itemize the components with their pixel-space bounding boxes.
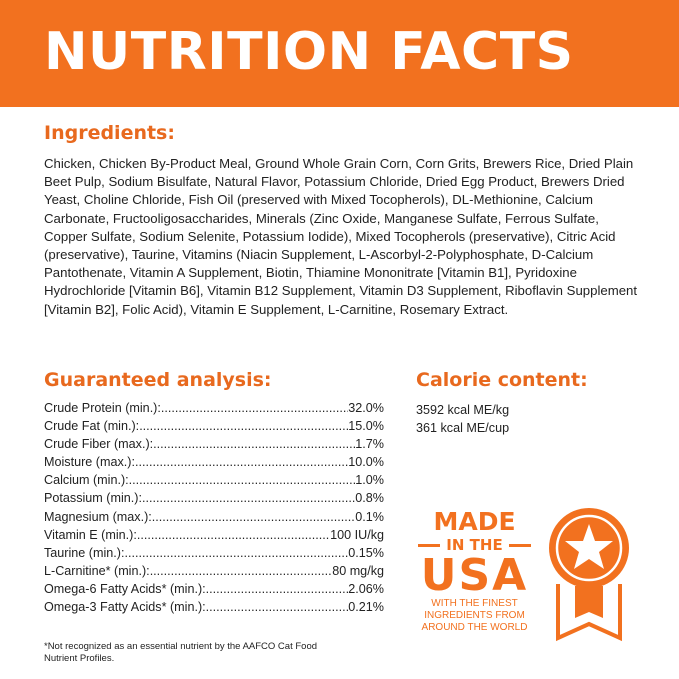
analysis-label: L-Carnitine* (min.):: [44, 563, 150, 578]
calorie-content: 3592 kcal ME/kg 361 kcal ME/cup: [416, 401, 509, 437]
star-medal-icon: [549, 508, 629, 642]
badge-usa: USA: [420, 550, 529, 601]
dot-leader: [152, 510, 356, 524]
analysis-value: 1.7%: [355, 437, 384, 452]
analysis-label: Crude Fiber (max.):: [44, 437, 154, 452]
analysis-label: Crude Fat (min.):: [44, 419, 140, 434]
analysis-value: 0.15%: [348, 545, 384, 560]
analysis-row: Potassium (min.): 0.8%: [44, 491, 384, 509]
analysis-row: Omega-3 Fatty Acids* (min.): 0.21%: [44, 600, 384, 618]
analysis-value: 1.0%: [355, 473, 384, 488]
dot-leader: [135, 455, 348, 469]
badge-in-the: IN THE: [412, 536, 537, 554]
dot-leader: [142, 491, 355, 505]
analysis-label: Magnesium (max.):: [44, 509, 152, 524]
dot-leader: [124, 546, 348, 560]
analysis-row: Moisture (max.): 10.0%: [44, 455, 384, 473]
analysis-row: L-Carnitine* (min.): 80 mg/kg: [44, 564, 384, 582]
analysis-row: Crude Protein (min.): 32.0%: [44, 401, 384, 419]
dot-leader: [139, 419, 348, 433]
analysis-label: Vitamin E (min.):: [44, 527, 137, 542]
badge-sub-3: AROUND THE WORLD: [421, 622, 528, 633]
analysis-row: Taurine (min.): 0.15%: [44, 546, 384, 564]
analysis-value: 100 IU/kg: [330, 527, 384, 542]
badge-sub-2: INGREDIENTS FROM: [424, 610, 525, 621]
page-title: NUTRITION FACTS: [44, 22, 574, 82]
analysis-value: 15.0%: [348, 419, 384, 434]
analysis-label: Potassium (min.):: [44, 491, 142, 506]
footnote: *Not recognized as an essential nutrient…: [44, 641, 318, 664]
analysis-value: 0.1%: [355, 509, 384, 524]
dot-leader: [206, 600, 349, 614]
dot-leader: [206, 582, 349, 596]
dot-leader: [129, 473, 356, 487]
analysis-row: Magnesium (max.): 0.1%: [44, 510, 384, 528]
analysis-value: 80 mg/kg: [332, 563, 384, 578]
analysis-value: 0.21%: [348, 600, 384, 615]
analysis-row: Vitamin E (min.): 100 IU/kg: [44, 528, 384, 546]
analysis-value: 32.0%: [348, 401, 384, 415]
analysis-label: Omega-3 Fatty Acids* (min.):: [44, 600, 206, 615]
ingredients-text: Chicken, Chicken By-Product Meal, Ground…: [44, 156, 638, 317]
dot-leader: [150, 564, 333, 578]
calorie-per-kg: 3592 kcal ME/kg: [416, 403, 510, 417]
analysis-row: Crude Fiber (max.): 1.7%: [44, 437, 384, 455]
analysis-table: Crude Protein (min.): 32.0% Crude Fat (min…: [44, 401, 384, 618]
made-in-usa-badge: MADE IN THE USA WITH THE FINEST INGREDIE…: [412, 508, 537, 634]
dot-leader: [137, 528, 330, 542]
analysis-value: 2.06%: [348, 581, 384, 596]
analysis-heading: Guaranteed analysis:: [44, 369, 272, 391]
analysis-label: Moisture (max.):: [44, 455, 135, 470]
analysis-label: Taurine (min.):: [44, 545, 125, 560]
dot-leader: [161, 401, 348, 415]
analysis-row: Crude Fat (min.): 15.0%: [44, 419, 384, 437]
analysis-value: 0.8%: [355, 491, 384, 506]
badge-sub-1: WITH THE FINEST: [431, 598, 518, 609]
badge-made: MADE: [433, 507, 516, 536]
ingredients-heading: Ingredients:: [44, 122, 175, 144]
calorie-heading: Calorie content:: [416, 369, 588, 391]
analysis-label: Crude Protein (min.):: [44, 401, 161, 415]
analysis-row: Omega-6 Fatty Acids* (min.): 2.06%: [44, 582, 384, 600]
header-banner: NUTRITION FACTS: [0, 0, 679, 107]
analysis-row: Calcium (min.): 1.0%: [44, 473, 384, 491]
calorie-per-cup: 361 kcal ME/cup: [416, 421, 510, 436]
analysis-value: 10.0%: [348, 455, 384, 470]
analysis-label: Calcium (min.):: [44, 473, 129, 488]
analysis-label: Omega-6 Fatty Acids* (min.):: [44, 581, 206, 596]
dot-leader: [153, 437, 355, 451]
